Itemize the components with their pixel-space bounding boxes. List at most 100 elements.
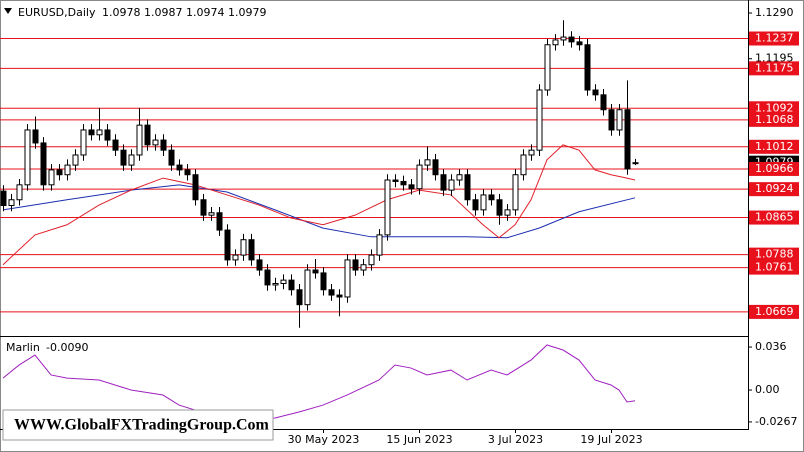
candle-body [40,142,47,186]
marlin-y-tick-label: 0.036 [755,340,787,353]
candle-body [520,154,527,176]
candle-body [584,44,591,91]
candle-body [352,259,359,271]
candle-body [464,174,471,201]
slow-ma-line [2,184,636,239]
candle-body [576,41,583,46]
level-label-box [749,182,799,197]
candle-body [216,212,223,231]
candle-body [8,199,15,207]
marlin-y-tick-label: 0.00 [755,383,780,396]
candle-body [280,279,287,284]
candle-body [560,36,567,41]
candle-body [224,229,231,261]
candle-body [528,149,535,156]
candle-body [336,294,343,298]
candle-body [240,239,247,256]
candle-body [32,129,39,144]
candle-body [72,154,79,166]
level-label-box [749,304,799,319]
indicator-name: Marlin [6,341,40,354]
candle-body [288,279,295,291]
candle-body [400,180,407,186]
candle-body [168,149,175,166]
ohlc-open: 1.0978 [102,6,141,19]
level-label: 1.0865 [755,211,794,224]
level-label-box [749,210,799,225]
candle-body [600,94,607,111]
plot-area [0,20,748,421]
candle-body [232,254,239,261]
candle-body [176,164,183,171]
level-label-box [749,31,799,46]
candle-body [568,36,575,43]
candle-body [632,162,639,165]
level-label-box [749,247,799,262]
watermark: WWW.GlobalFXTradingGroup.Com [14,417,270,434]
candle-body [120,149,127,166]
candle-body [592,89,599,96]
candle-body [184,169,191,176]
level-label: 1.1012 [755,140,794,153]
candle-body [152,139,159,146]
candle-body [472,199,479,211]
candle-body [160,139,167,151]
level-label-box [749,61,799,76]
candle-body [304,269,311,306]
level-label: 1.1068 [755,113,794,126]
candle-body [488,194,495,201]
candle-body [64,164,71,176]
indicator-value: -0.0090 [46,341,88,354]
candle-body [56,169,63,176]
level-label: 1.1092 [755,101,794,114]
level-label-box [749,161,799,176]
ohlc-close: 1.0979 [228,6,267,19]
y-tick-label: 1.1290 [755,6,794,19]
candle-body [456,174,463,181]
candle-body [128,154,135,166]
candle-body [200,199,207,216]
candle-body [440,174,447,191]
candle-body [384,179,391,236]
candle-body [48,169,55,186]
marlin-y-tick-label: -0.0267 [755,415,797,428]
candle-body [112,139,119,151]
fast-ma-line [2,144,636,266]
ohlc-low: 1.0974 [186,6,225,19]
candle-body [496,199,503,216]
x-tick-label: 19 Jul 2023 [580,433,642,446]
candle-body [536,89,543,151]
candle-body [376,234,383,256]
level-label-box [749,260,799,275]
level-label: 1.0669 [755,305,794,318]
level-label: 1.1237 [755,32,794,45]
candle-body [208,212,215,216]
level-label: 1.1175 [755,61,794,74]
candle-body [544,44,551,91]
level-label-box [749,101,799,116]
menu-triangle[interactable] [4,8,12,14]
candle-body [552,39,559,46]
candle-body [448,179,455,191]
candle-body [608,109,615,131]
candle-body [624,109,631,170]
candle-body [344,259,351,298]
marlin-line [2,344,636,421]
level-label-box [749,112,799,127]
level-label: 1.0788 [755,248,794,261]
candle-body [256,259,263,271]
candle-body [16,184,23,201]
x-tick-label: 30 May 2023 [288,433,360,446]
candle-body [248,239,255,261]
x-tick-label: 3 Jul 2023 [488,433,543,446]
candle-body [88,129,95,136]
level-label: 1.0761 [755,261,794,274]
watermark-box [2,409,274,441]
candle-body [416,164,423,190]
candle-body [272,282,279,286]
candle-body [192,174,199,201]
candle-body [424,159,431,166]
candle-body [328,289,335,296]
